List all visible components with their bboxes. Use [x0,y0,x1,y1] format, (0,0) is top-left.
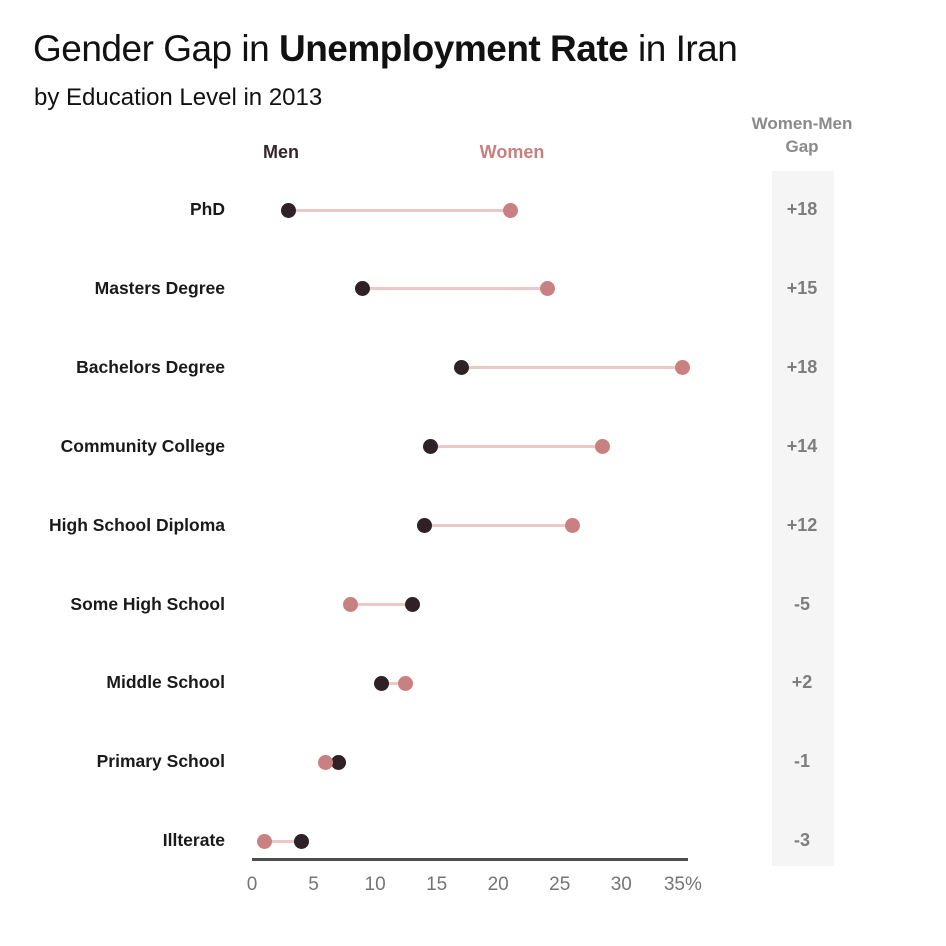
women-dot [539,281,555,297]
gap-value: +2 [791,672,813,693]
connector-line [461,366,683,370]
x-axis-tick-label: 0 [246,874,258,895]
x-axis-tick-label: 20 [487,874,509,895]
category-label: High School Diploma [49,514,225,535]
legend-women-label: Women [479,142,545,162]
women-dot [256,833,272,849]
title-prefix: Gender Gap in [33,28,279,69]
men-dot [404,597,420,612]
gap-column-header: Women-Men Gap [732,112,872,158]
connector-line [350,603,413,606]
connector-line [362,287,548,291]
x-axis-tick-label: 25 [549,874,571,895]
category-label: Primary School [96,751,225,772]
chart-subtitle: by Education Level in 2013 [34,84,323,111]
category-label: Middle School [106,672,225,693]
category-label: Masters Degree [94,277,225,298]
connector-line [381,681,406,685]
title-suffix: in Iran [628,28,738,69]
x-axis-tick-label: 30 [610,874,632,895]
gap-header-line2: Gap [785,137,819,156]
gap-header-line1: Women-Men [751,114,853,133]
category-label: Community College [60,435,225,456]
men-dot [355,281,371,297]
gap-value: -3 [793,830,810,851]
men-dot [422,439,438,455]
legend-men-label: Men [263,142,299,162]
men-dot [281,202,297,218]
category-label: PhD [190,199,225,219]
x-axis-tick-label: 35% [663,874,702,895]
women-dot [595,439,611,455]
chart-title: Gender Gap in Unemployment Rate in Iran [33,28,738,70]
gap-value: +12 [786,514,818,535]
men-dot [453,360,469,376]
gap-value: +18 [786,199,818,219]
women-dot [503,202,518,218]
title-bold: Unemployment Rate [278,28,629,69]
connector-line [430,445,603,449]
x-axis-line [252,858,688,861]
x-axis-tick-label: 10 [364,874,386,895]
women-dot [318,754,334,770]
category-label: Illterate [162,830,225,851]
x-axis-tick-label: 15 [426,874,448,895]
x-axis-tick-label: 5 [308,874,319,895]
gap-value: -5 [793,593,810,614]
women-dot [675,360,691,376]
connector-line [288,208,511,212]
women-dot [398,675,414,691]
gap-value: +18 [786,356,818,377]
category-label: Bachelors Degree [76,356,225,377]
connector-line [424,524,573,528]
gap-value: +15 [786,277,818,298]
men-dot [416,518,432,534]
women-dot [564,518,580,534]
category-label: Some High School [70,593,225,614]
connector-line [264,839,302,843]
men-dot [293,833,309,849]
women-dot [342,597,358,612]
gap-value: +14 [786,435,818,456]
gap-value: -1 [793,751,810,772]
gap-column-background [772,171,834,866]
men-dot [373,675,389,691]
men-dot [330,754,346,770]
